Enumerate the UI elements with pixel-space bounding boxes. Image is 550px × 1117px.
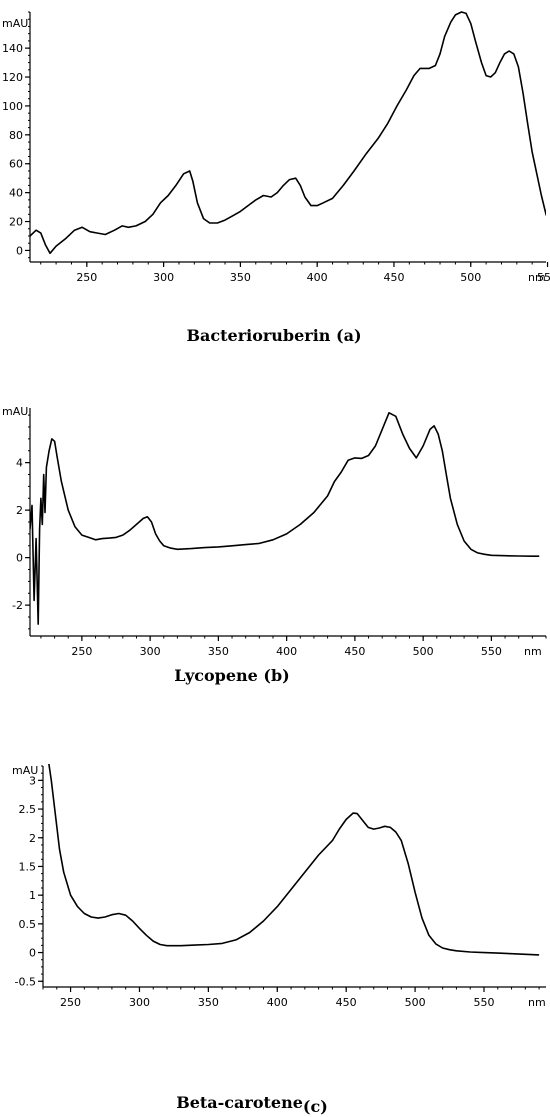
x-tick-label: 450 — [383, 271, 404, 284]
y-tick-label: 100 — [2, 100, 23, 113]
x-unit-label: nm — [528, 996, 546, 1009]
spectrum-line-1 — [48, 764, 540, 956]
chart-panel-1: 0204060801001201402503003504004505005506… — [2, 11, 550, 345]
x-tick-label: 550 — [537, 271, 550, 284]
x-tick-label: 450 — [336, 996, 357, 1009]
x-tick-label: 500 — [413, 645, 434, 658]
y-tick-label: 1 — [29, 889, 36, 902]
y-tick-label: 80 — [9, 129, 23, 142]
y-tick-label: 40 — [9, 187, 23, 200]
y-tick-label: 3 — [29, 774, 36, 787]
spectrum-line-1 — [30, 412, 540, 625]
y-unit-label: mAU — [2, 405, 28, 418]
y-tick-label: -0.5 — [15, 975, 36, 988]
x-tick-label: 250 — [71, 645, 92, 658]
x-unit-label: nm — [524, 645, 542, 658]
y-unit-label: mAU — [2, 17, 28, 30]
y-tick-label: 0.5 — [19, 918, 37, 931]
x-tick-label: 400 — [307, 271, 328, 284]
x-tick-label: 300 — [129, 996, 150, 1009]
y-tick-label: 0 — [29, 947, 36, 960]
y-tick-label: -2 — [12, 599, 23, 612]
x-tick-label: 500 — [460, 271, 481, 284]
x-tick-label: 550 — [481, 645, 502, 658]
y-tick-label: 2 — [16, 504, 23, 517]
x-tick-label: 350 — [230, 271, 251, 284]
chart-caption: Bacterioruberin (a) — [186, 326, 361, 345]
x-tick-label: 550 — [473, 996, 494, 1009]
x-tick-label: 400 — [267, 996, 288, 1009]
x-tick-label: 300 — [153, 271, 174, 284]
chart-panel-2: -2 0 2 4 250 300 350 400 450 500 550 mAU nm Lycopene … — [2, 405, 547, 685]
y-tick-label: 2.5 — [19, 803, 37, 816]
x-tick-label: 300 — [140, 645, 161, 658]
y-tick-label: 140 — [2, 42, 23, 55]
x-tick-label: 350 — [208, 645, 229, 658]
x-tick-label: 350 — [198, 996, 219, 1009]
chart-panel-3: -0.5 0 0.5 1 1.5 2 2.5 3 250 300 350 400 450 500 550 mA… — [12, 764, 546, 1116]
y-unit-label: mAU — [12, 764, 38, 777]
x-tick-label: 250 — [76, 271, 97, 284]
y-tick-label: 0 — [16, 244, 23, 257]
chart-caption: Beta-carotene(c) — [176, 1093, 328, 1116]
y-tick-label: 60 — [9, 158, 23, 171]
y-tick-label: 2 — [29, 832, 36, 845]
y-tick-label: 20 — [9, 216, 23, 229]
chart-caption: Lycopene (b) — [174, 666, 289, 685]
y-tick-label: 1.5 — [19, 860, 37, 873]
chart-caption-suffix: (c) — [303, 1097, 328, 1116]
y-tick-label: 120 — [2, 71, 23, 84]
x-unit-label: nm — [528, 271, 546, 284]
x-tick-label: 500 — [405, 996, 426, 1009]
y-tick-label: 0 — [16, 552, 23, 565]
y-tick-label: 4 — [16, 457, 23, 470]
spectrum-line-1 — [30, 11, 546, 255]
x-tick-label: 250 — [60, 996, 81, 1009]
x-tick-label: 450 — [344, 645, 365, 658]
x-tick-label: 400 — [276, 645, 297, 658]
